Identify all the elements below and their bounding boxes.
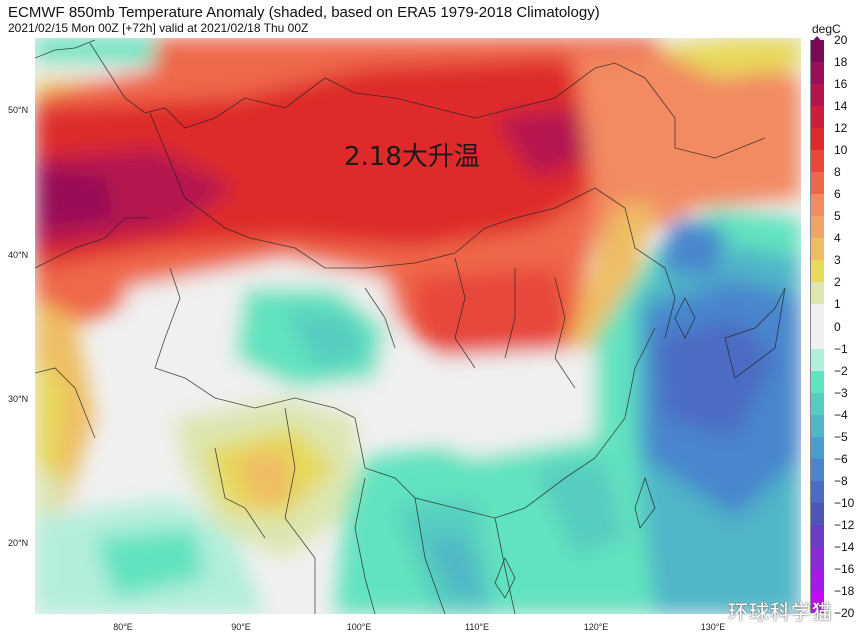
colorbar-tick-label: −20: [834, 606, 855, 620]
colorbar-tick-label: −5: [834, 429, 848, 444]
lat-label-50n: 50°N: [8, 105, 29, 115]
map-shading: [35, 38, 801, 614]
colorbar-tick-label: −10: [834, 495, 855, 510]
colorbar-segment: [811, 238, 824, 261]
lon-label-80e: 80°E: [113, 622, 133, 632]
lon-label-120e: 120°E: [583, 622, 609, 632]
colorbar-tick-label: −3: [834, 385, 848, 400]
colorbar-tick-label: 14: [834, 99, 848, 114]
colorbar-segment: [811, 216, 824, 239]
colorbar-segment: [811, 260, 824, 283]
lon-label-90e: 90°E: [231, 622, 251, 632]
colorbar-tick-label: −14: [834, 539, 855, 554]
colorbar-tick-label: 18: [834, 55, 848, 70]
colorbar-segment: [811, 40, 824, 63]
colorbar-segment: [811, 370, 824, 394]
colorbar-tick-label: −2: [834, 363, 848, 378]
colorbar-segment: [811, 546, 824, 570]
colorbar-segment: [811, 458, 824, 482]
lat-label-40n: 40°N: [8, 250, 29, 260]
colorbar-segment: [811, 84, 824, 107]
colorbar-segment: [811, 348, 824, 372]
colorbar-segment: [811, 194, 824, 217]
chart-title: ECMWF 850mb Temperature Anomaly (shaded,…: [8, 4, 600, 21]
colorbar-segment: [811, 150, 824, 173]
colorbar-tick-label: 10: [834, 143, 848, 158]
colorbar-tick-label: 0: [834, 319, 841, 334]
colorbar-tick-label: −16: [834, 561, 855, 576]
colorbar-tick-label: 5: [834, 209, 841, 224]
colorbar-tick-label: −18: [834, 583, 855, 598]
colorbar-tick-label: 1: [834, 297, 841, 312]
colorbar-tick-label: −12: [834, 517, 855, 532]
colorbar-unit: degC: [812, 22, 841, 36]
map-annotation: 2.18大升温: [344, 142, 480, 172]
colorbar-tick-label: 16: [834, 77, 848, 92]
lat-label-20n: 20°N: [8, 538, 29, 548]
colorbar-tick-label: −8: [834, 473, 848, 488]
lon-label-110e: 110°E: [465, 622, 489, 632]
colorbar-segment: [811, 590, 824, 614]
colorbar-segment: [811, 414, 824, 438]
lon-label-130e: 130°E: [700, 622, 726, 632]
colorbar-tick-label: −1: [834, 341, 848, 356]
colorbar-segment: [811, 172, 824, 195]
colorbar-segment: [811, 282, 824, 305]
watermark: 环球科学猫: [728, 600, 833, 624]
lat-label-30n: 30°N: [8, 394, 29, 404]
colorbar-segment: [811, 480, 824, 504]
colorbar-segment: [811, 524, 824, 548]
colorbar-tick-label: 12: [834, 121, 848, 136]
colorbar-tick-label: 6: [834, 187, 841, 202]
lon-label-100e: 100°E: [346, 622, 372, 632]
colorbar-segment: [811, 304, 824, 327]
colorbar-segment: [811, 568, 824, 592]
chart-subtitle: 2021/02/15 Mon 00Z [+72h] valid at 2021/…: [8, 21, 309, 35]
colorbar-segment: [811, 62, 824, 85]
colorbar-tick-label: −6: [834, 451, 848, 466]
colorbar-segment: [811, 392, 824, 416]
colorbar-segment: [811, 128, 824, 151]
colorbar-tick-label: 8: [834, 165, 841, 180]
colorbar-tick-label: −4: [834, 407, 848, 422]
colorbar-tick-label: 4: [834, 231, 841, 246]
country-borders: [35, 39, 786, 614]
colorbar-tick-label: 20: [834, 33, 848, 47]
colorbar-segment: [811, 502, 824, 526]
colorbar-tick-label: 3: [834, 253, 841, 268]
anomaly-map: [35, 38, 801, 614]
colorbar-tick-label: 2: [834, 275, 841, 290]
colorbar-segment: [811, 326, 824, 350]
colorbar: [810, 40, 824, 614]
colorbar-segment: [811, 436, 824, 460]
colorbar-segment: [811, 106, 824, 129]
